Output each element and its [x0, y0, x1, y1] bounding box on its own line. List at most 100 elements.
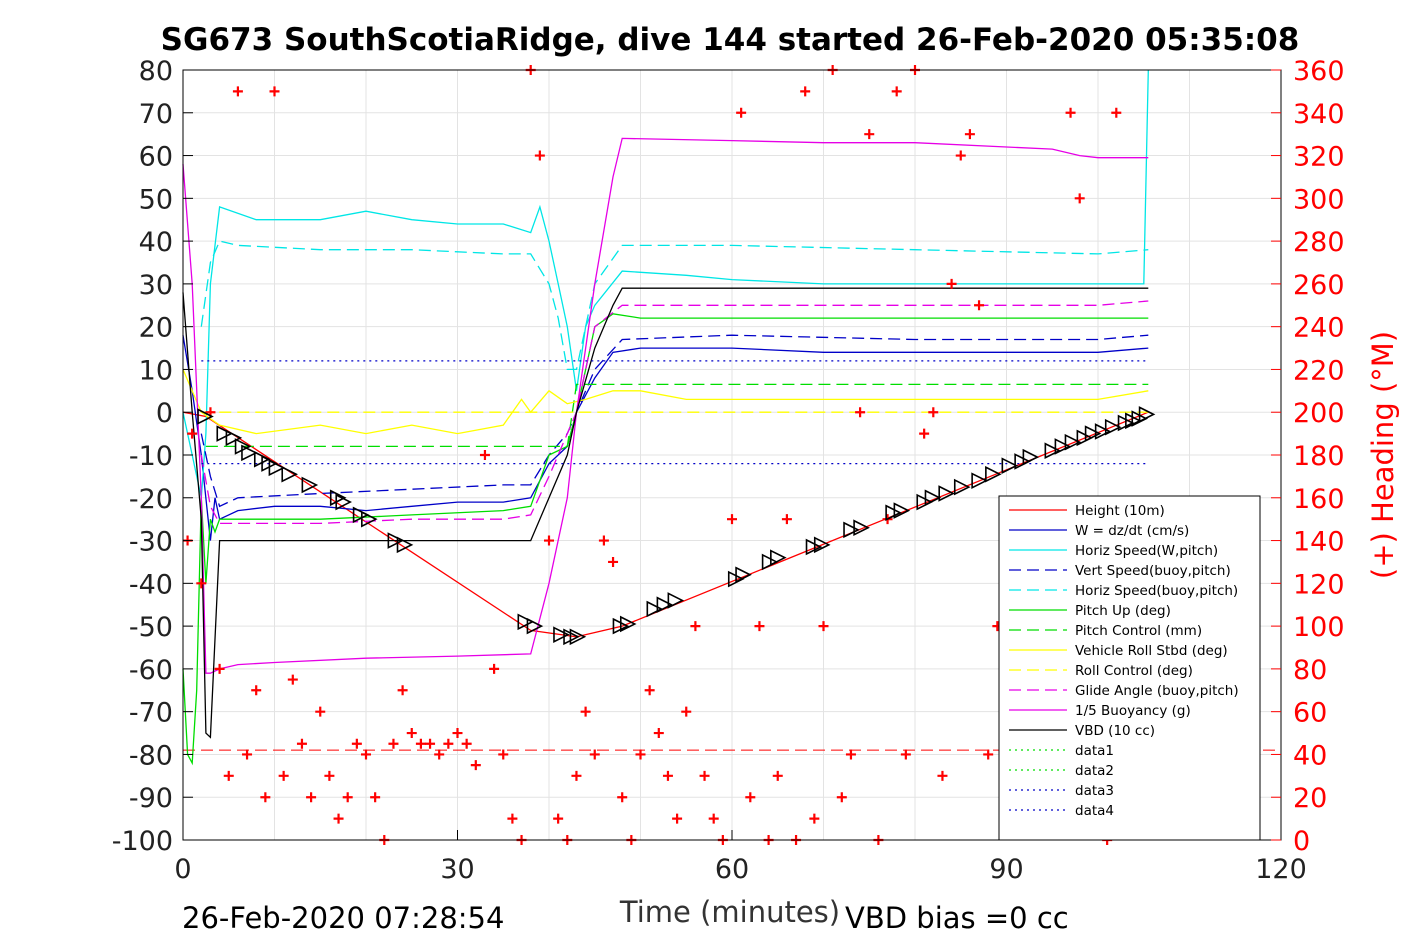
y-left-tick-label: -50: [129, 612, 173, 643]
triangle-marker: [1064, 433, 1082, 451]
triangle-marker: [761, 553, 779, 571]
heading-marker: [251, 685, 262, 696]
triangle-marker: [352, 506, 370, 524]
triangle-marker: [197, 408, 214, 425]
y-right-tick-label: 360: [1293, 56, 1345, 87]
y-left-tick-label: -30: [129, 527, 173, 558]
heading-marker: [781, 514, 792, 525]
y-right-tick-label: 260: [1293, 270, 1345, 301]
heading-marker: [617, 792, 628, 803]
heading-marker: [507, 813, 518, 824]
series-line-8: [182, 369, 1149, 435]
heading-marker: [818, 621, 829, 632]
heading-marker: [1065, 107, 1076, 118]
legend-entry: VBD (10 cc): [1075, 723, 1155, 739]
legend-entry: data2: [1075, 763, 1114, 779]
legend-entry: Pitch Control (mm): [1075, 623, 1202, 639]
heading-marker: [260, 792, 271, 803]
legend-entry: Vehicle Roll Stbd (deg): [1075, 643, 1228, 659]
legend-entry: Vert Speed(buoy,pitch): [1075, 563, 1231, 579]
y-left-tick-label: -10: [129, 441, 173, 472]
heading-marker: [269, 86, 280, 97]
y-right-tick-label: 100: [1293, 612, 1345, 643]
triangle-marker: [953, 478, 971, 496]
triangle-marker: [853, 519, 870, 537]
triangle-marker: [1044, 442, 1062, 460]
heading-marker: [855, 407, 866, 418]
triangle-marker: [667, 592, 685, 609]
legend-entry: data1: [1075, 743, 1114, 759]
triangle-marker: [216, 425, 234, 442]
heading-marker: [1074, 193, 1085, 204]
heading-marker: [864, 129, 875, 140]
triangle-marker: [1022, 448, 1040, 466]
heading-marker: [955, 150, 966, 161]
heading-marker: [672, 813, 683, 824]
triangle-marker: [985, 465, 1002, 483]
x-tick-label: 90: [989, 854, 1023, 885]
heading-marker: [727, 514, 737, 525]
triangle-marker: [1054, 438, 1072, 455]
triangle-marker: [1104, 418, 1122, 436]
heading-marker: [1111, 107, 1122, 118]
heading-marker: [690, 621, 701, 632]
heading-marker: [361, 749, 371, 760]
y-right-tick-label: 0: [1293, 826, 1310, 857]
heading-marker: [434, 749, 445, 760]
heading-marker: [489, 663, 500, 674]
y-left-tick-label: -80: [129, 740, 173, 771]
heading-marker: [397, 685, 408, 696]
heading-marker: [370, 792, 381, 803]
heading-marker: [415, 738, 426, 749]
heading-marker: [754, 621, 765, 632]
heading-marker: [964, 129, 975, 140]
heading-marker: [406, 728, 417, 739]
y-left-tick-label: -70: [129, 698, 173, 729]
triangle-marker: [735, 566, 752, 584]
axis-ticks: 0 30 60 90 12080706050403020100-10-20-30-40-…: [112, 56, 1345, 885]
heading-marker: [324, 770, 335, 781]
y-left-tick-label: 0: [156, 398, 173, 429]
y-left-tick-label: 60: [139, 142, 173, 173]
y-right-tick-label: 80: [1293, 655, 1327, 686]
heading-marker: [836, 792, 847, 803]
triangle-marker: [924, 489, 942, 507]
heading-marker: [425, 738, 436, 749]
heading-marker: [580, 706, 591, 717]
heading-marker: [452, 728, 463, 739]
heading-marker: [296, 738, 307, 749]
heading-marker: [589, 749, 600, 760]
series-line-12: [182, 287, 1149, 739]
y-right-tick-label: 280: [1293, 227, 1345, 258]
heading-marker: [232, 86, 243, 97]
heading-marker: [608, 556, 619, 567]
x-tick-label: 0: [174, 854, 191, 885]
series-line-3: [182, 69, 1149, 498]
triangle-marker: [1001, 457, 1019, 474]
chart-title: SG673 SouthScotiaRidge, dive 144 started…: [161, 22, 1300, 58]
heading-marker: [443, 738, 454, 749]
heading-marker: [287, 674, 298, 685]
triangle-marker: [770, 549, 787, 566]
triangle-marker: [885, 504, 902, 522]
heading-marker: [736, 107, 747, 118]
y-left-tick-label: 80: [139, 56, 173, 87]
y-right-tick-label: 320: [1293, 142, 1345, 173]
y-left-tick-label: 30: [139, 270, 173, 301]
y-left-tick-label: -100: [112, 826, 173, 857]
triangle-marker: [805, 538, 823, 556]
triangle-marker: [329, 489, 347, 507]
heading-marker: [479, 450, 490, 460]
y-left-tick-label: 40: [139, 227, 173, 258]
heading-marker: [974, 300, 985, 311]
triangle-marker: [893, 502, 911, 519]
heading-marker: [342, 792, 353, 803]
legend-box: [998, 495, 1261, 841]
y-right-tick-label: 240: [1293, 313, 1345, 344]
triangle-marker: [1084, 425, 1102, 442]
heading-marker: [534, 150, 545, 161]
heading-marker: [544, 535, 554, 546]
y-left-tick-label: 50: [139, 184, 173, 215]
series-line-11: [182, 137, 1149, 674]
